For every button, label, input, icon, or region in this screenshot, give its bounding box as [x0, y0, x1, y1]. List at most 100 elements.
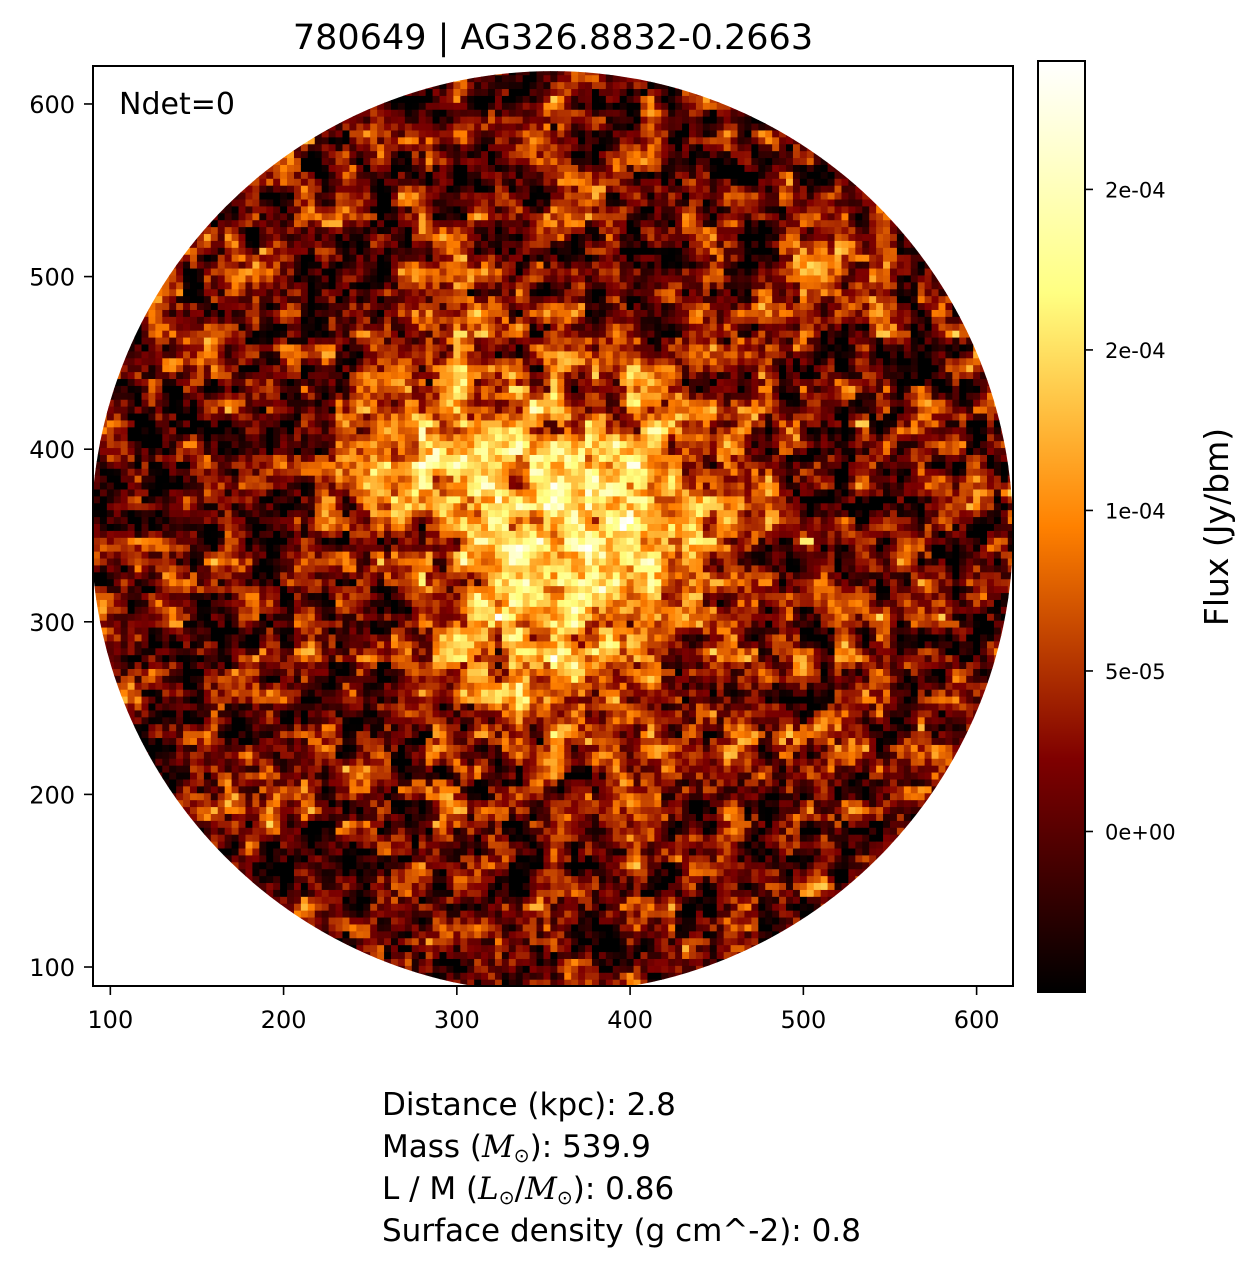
heatmap-cell: [384, 295, 392, 304]
heatmap-cell: [425, 495, 434, 504]
heatmap-cell: [113, 647, 122, 656]
heatmap-cell: [425, 792, 434, 801]
heatmap-cell: [266, 330, 274, 338]
heatmap-cell: [127, 716, 136, 725]
heatmap-cell: [328, 647, 337, 656]
heatmap-cell: [328, 150, 337, 159]
heatmap-cell: [252, 378, 260, 386]
heatmap-cell: [259, 454, 267, 462]
heatmap-cell: [148, 357, 156, 366]
heatmap-cell: [190, 502, 198, 511]
heatmap-cell: [391, 343, 399, 352]
heatmap-cell: [203, 378, 212, 386]
heatmap-cell: [328, 847, 337, 856]
heatmap-cell: [259, 495, 267, 504]
heatmap-cell: [370, 923, 378, 932]
heatmap-cell: [328, 198, 337, 207]
heatmap-cell: [273, 585, 281, 594]
heatmap-cell: [273, 226, 281, 235]
heatmap-cell: [418, 495, 427, 504]
heatmap-cell: [287, 723, 295, 732]
heatmap-cell: [238, 792, 247, 801]
heatmap-cell: [300, 385, 309, 393]
heatmap-cell: [183, 813, 191, 821]
heatmap-cell: [307, 178, 316, 186]
heatmap-cell: [411, 212, 420, 221]
heatmap-cell: [162, 675, 170, 683]
heatmap-cell: [266, 406, 274, 414]
heatmap-cell: [210, 620, 219, 628]
heatmap-cell: [196, 778, 205, 787]
heatmap-cell: [425, 765, 434, 773]
heatmap-cell: [238, 267, 247, 276]
heatmap-cell: [300, 523, 309, 531]
heatmap-cell: [356, 164, 364, 172]
heatmap-cell: [432, 847, 441, 856]
heatmap-cell: [127, 557, 136, 566]
heatmap-cell: [397, 903, 406, 911]
heatmap-cell: [196, 288, 205, 297]
heatmap-cell: [293, 910, 302, 918]
heatmap-cell: [259, 834, 267, 842]
heatmap-cell: [266, 219, 274, 228]
heatmap-cell: [397, 668, 406, 676]
heatmap-cell: [377, 668, 385, 676]
heatmap-cell: [384, 771, 392, 780]
heatmap-cell: [342, 109, 351, 117]
heatmap-cell: [335, 592, 344, 600]
heatmap-cell: [141, 640, 150, 649]
heatmap-cell: [391, 820, 399, 828]
heatmap-cell: [120, 364, 129, 373]
heatmap-cell: [370, 185, 378, 193]
heatmap-cell: [141, 544, 150, 552]
heatmap-cell: [245, 668, 253, 676]
heatmap-cell: [370, 771, 378, 780]
heatmap-cell: [411, 495, 420, 504]
heatmap-cell: [411, 447, 420, 455]
heatmap-cell: [418, 730, 427, 739]
heatmap-cell: [238, 834, 247, 842]
heatmap-cell: [363, 205, 371, 214]
heatmap-cell: [113, 626, 122, 635]
heatmap-cell: [370, 468, 378, 476]
heatmap-cell: [314, 744, 323, 752]
heatmap-cell: [280, 778, 288, 787]
heatmap-cell: [176, 551, 184, 559]
heatmap-cell: [273, 509, 281, 518]
heatmap-cell: [120, 502, 129, 511]
heatmap-cell: [273, 343, 281, 352]
heatmap-cell: [183, 633, 191, 642]
heatmap-cell: [280, 537, 288, 545]
heatmap-cell: [356, 143, 364, 152]
heatmap-cell: [217, 647, 226, 656]
heatmap-cell: [397, 571, 406, 580]
heatmap-cell: [176, 689, 184, 697]
heatmap-cell: [321, 916, 330, 925]
heatmap-cell: [300, 916, 309, 925]
heatmap-cell: [203, 564, 212, 573]
heatmap-cell: [196, 730, 205, 739]
heatmap-cell: [418, 205, 427, 214]
heatmap-cell: [231, 868, 240, 877]
heatmap-cell: [162, 640, 170, 649]
heatmap-cell: [183, 626, 191, 635]
heatmap-cell: [321, 295, 330, 304]
heatmap-cell: [307, 799, 316, 808]
heatmap-cell: [356, 116, 364, 124]
heatmap-cell: [404, 523, 413, 531]
heatmap-cell: [397, 336, 406, 345]
heatmap-cell: [314, 378, 323, 386]
heatmap-cell: [259, 261, 267, 269]
heatmap-cell: [432, 551, 441, 559]
heatmap-cell: [307, 392, 316, 400]
heatmap-cell: [93, 557, 101, 566]
heatmap-cell: [231, 606, 240, 614]
heatmap-cell: [217, 544, 226, 552]
heatmap-cell: [397, 122, 406, 131]
heatmap-cell: [377, 537, 385, 545]
heatmap-cell: [363, 122, 371, 131]
heatmap-cell: [342, 903, 351, 911]
heatmap-cell: [397, 861, 406, 870]
heatmap-cell: [411, 233, 420, 241]
heatmap-cell: [273, 516, 281, 525]
